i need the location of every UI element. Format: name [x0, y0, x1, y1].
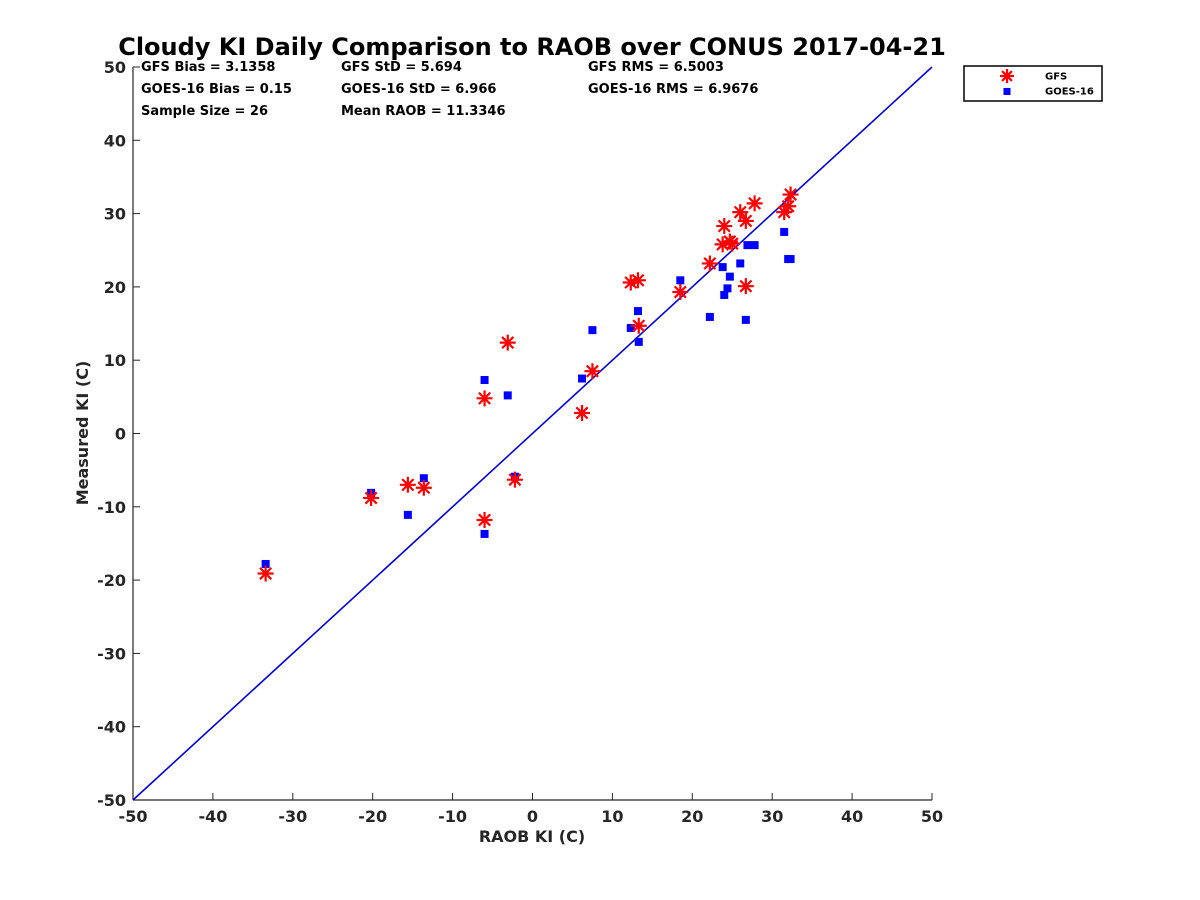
- y-axis-label: Measured KI (C): [73, 361, 92, 506]
- goes-16-point: [750, 241, 759, 250]
- gfs-point: [737, 278, 754, 295]
- legend: GFS GOES-16: [963, 65, 1103, 102]
- y-tick-label: -30: [97, 644, 126, 663]
- gfs-point: [780, 198, 797, 215]
- goes-16-point: [578, 374, 587, 383]
- y-tick-label: 30: [104, 205, 126, 224]
- stat-text: GOES-16 StD = 6.966: [341, 82, 496, 97]
- gfs-point: [630, 317, 647, 334]
- y-tick-label: -50: [97, 791, 126, 810]
- one-to-one-line: [132, 66, 933, 801]
- gfs-point: [716, 218, 733, 235]
- gfs-point: [499, 334, 516, 351]
- x-tick-label: -30: [278, 807, 307, 826]
- x-tick-label: -10: [438, 807, 467, 826]
- gfs-point: [782, 186, 799, 203]
- goes-16-point: [741, 315, 750, 324]
- goes-16-point: [786, 255, 795, 264]
- goes-16-point: [480, 529, 489, 538]
- stat-text: GFS RMS = 6.5003: [588, 60, 724, 75]
- y-tick-label: -10: [97, 498, 126, 517]
- goes-16-point: [261, 559, 270, 568]
- y-tick-label: 10: [104, 351, 126, 370]
- goes-16-point: [634, 337, 643, 346]
- stat-text: GOES-16 RMS = 6.9676: [588, 82, 758, 97]
- goes-16-point: [723, 284, 732, 293]
- y-tick-label: 0: [115, 425, 126, 444]
- gfs-point: [584, 363, 601, 380]
- gfs-point: [363, 490, 380, 507]
- gfs-point: [574, 404, 591, 421]
- gfs-point: [714, 236, 731, 253]
- gfs-point: [672, 284, 689, 301]
- x-tick-label: -20: [358, 807, 387, 826]
- gfs-point: [415, 479, 432, 496]
- gfs-point: [506, 471, 523, 488]
- y-tick-label: -20: [97, 571, 126, 590]
- x-tick-label: 40: [841, 807, 863, 826]
- plot-area: -50 -40 -30 -20 -10 0 10 20 30 40 50 -50 -40 -30 -20 -1…: [97, 58, 943, 826]
- gfs-point: [476, 390, 493, 407]
- goes-16-point: [676, 276, 685, 285]
- goes-16-point: [743, 241, 752, 250]
- goes-16-point: [736, 259, 745, 268]
- x-tick-label: 20: [681, 807, 703, 826]
- x-tick-label: 50: [921, 807, 943, 826]
- gfs-point: [732, 204, 749, 221]
- gfs-point: [701, 255, 718, 272]
- goes-16-point: [419, 474, 428, 483]
- goes-16-point: [403, 510, 412, 519]
- x-tick-label: -40: [198, 807, 227, 826]
- y-tick-label: -40: [97, 718, 126, 737]
- legend-marker-gfs: [1000, 69, 1014, 83]
- gfs-point: [629, 272, 646, 289]
- x-tick-label: 0: [527, 807, 538, 826]
- y-tick-label: 40: [104, 131, 126, 150]
- legend-label-gfs: GFS: [1045, 72, 1067, 83]
- legend-box: [963, 65, 1103, 102]
- goes-16-point: [588, 326, 597, 335]
- x-tick-label: -50: [119, 807, 148, 826]
- stat-text: GFS Bias = 3.1358: [141, 60, 275, 75]
- gfs-point: [746, 195, 763, 212]
- gfs-point: [737, 212, 754, 229]
- gfs-point: [257, 565, 274, 582]
- stat-text: GOES-16 Bias = 0.15: [141, 82, 292, 97]
- legend-marker-goes-16: [1003, 88, 1011, 95]
- y-tick-label: 50: [104, 58, 126, 77]
- chart-title: Cloudy KI Daily Comparison to RAOB over …: [118, 33, 946, 61]
- goes-16-point: [480, 375, 489, 384]
- gfs-point: [399, 476, 416, 493]
- legend-label-goes-16: GOES-16: [1045, 87, 1094, 98]
- goes-16-point: [718, 263, 727, 272]
- goes-16-point: [705, 312, 714, 321]
- goes-16-point: [720, 290, 729, 299]
- gfs-point: [776, 204, 793, 221]
- y-tick-label: 20: [104, 278, 126, 297]
- goes-16-point: [626, 323, 635, 332]
- stat-text: GFS StD = 5.694: [341, 60, 462, 75]
- gfs-point: [622, 274, 639, 291]
- x-axis-label: RAOB KI (C): [479, 827, 585, 846]
- goes-16-point: [780, 227, 789, 236]
- x-tick-label: 10: [601, 807, 623, 826]
- goes-16-point: [633, 307, 642, 316]
- x-tick-label: 30: [761, 807, 783, 826]
- gfs-point: [724, 235, 741, 252]
- stats-block: GFS Bias = 3.1358 GFS StD = 5.694 GFS RMS …: [141, 60, 758, 119]
- goes-16-point: [725, 272, 734, 281]
- gfs-point: [476, 511, 493, 528]
- stat-text: Sample Size = 26: [141, 104, 268, 119]
- goes-16-point: [503, 391, 512, 400]
- stat-text: Mean RAOB = 11.3346: [341, 104, 506, 119]
